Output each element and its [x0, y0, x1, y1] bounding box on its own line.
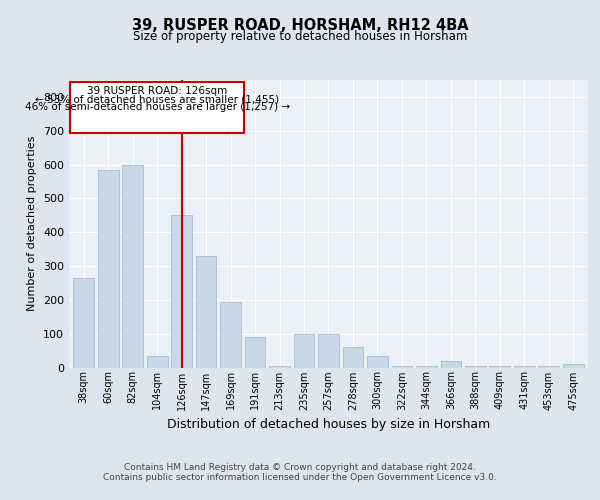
Text: Contains public sector information licensed under the Open Government Licence v3: Contains public sector information licen… — [103, 472, 497, 482]
Bar — [563, 364, 584, 368]
Bar — [245, 337, 265, 368]
Bar — [122, 164, 143, 368]
Text: 46% of semi-detached houses are larger (1,257) →: 46% of semi-detached houses are larger (… — [25, 102, 290, 113]
X-axis label: Distribution of detached houses by size in Horsham: Distribution of detached houses by size … — [167, 418, 490, 431]
Text: 39, RUSPER ROAD, HORSHAM, RH12 4BA: 39, RUSPER ROAD, HORSHAM, RH12 4BA — [131, 18, 469, 32]
Bar — [367, 356, 388, 368]
Bar — [269, 366, 290, 368]
Bar — [514, 366, 535, 368]
Bar — [343, 347, 364, 368]
Bar — [196, 256, 217, 368]
Bar — [318, 334, 339, 368]
Text: Size of property relative to detached houses in Horsham: Size of property relative to detached ho… — [133, 30, 467, 43]
Bar — [538, 366, 559, 368]
Text: Contains HM Land Registry data © Crown copyright and database right 2024.: Contains HM Land Registry data © Crown c… — [124, 462, 476, 471]
Bar — [73, 278, 94, 368]
Bar — [416, 366, 437, 368]
Bar — [465, 366, 486, 368]
Bar — [440, 360, 461, 368]
Text: 39 RUSPER ROAD: 126sqm: 39 RUSPER ROAD: 126sqm — [87, 86, 227, 96]
Text: ← 53% of detached houses are smaller (1,455): ← 53% of detached houses are smaller (1,… — [35, 94, 279, 104]
FancyBboxPatch shape — [70, 82, 244, 133]
Y-axis label: Number of detached properties: Number of detached properties — [28, 136, 37, 312]
Bar — [98, 170, 119, 368]
Bar — [293, 334, 314, 368]
Bar — [220, 302, 241, 368]
Bar — [171, 216, 192, 368]
Bar — [490, 366, 510, 368]
Bar — [392, 366, 412, 368]
Bar — [147, 356, 167, 368]
